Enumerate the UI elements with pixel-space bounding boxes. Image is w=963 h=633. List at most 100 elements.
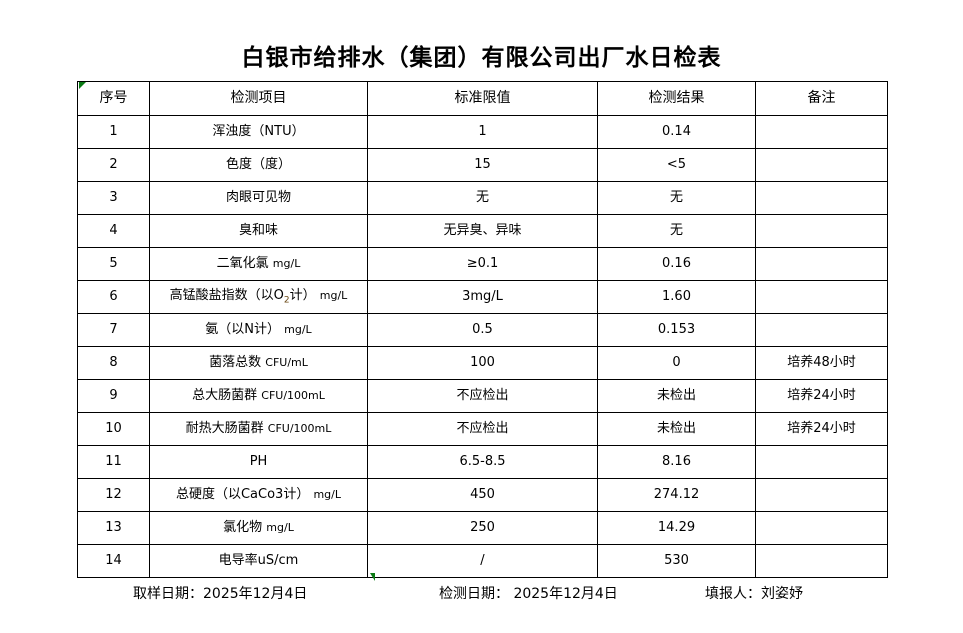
item-name: 耐热大肠菌群 (185, 420, 264, 436)
page-title: 白银市给排水（集团）有限公司出厂水日检表 (241, 44, 722, 71)
item-name: 浑浊度（NTU） (212, 123, 305, 139)
item-unit: mg/L (284, 322, 312, 336)
cell-result: 530 (597, 544, 756, 578)
cell-result: <5 (597, 148, 756, 182)
cell-result: 0.153 (597, 313, 756, 347)
cell-note: 培养24小时 (755, 379, 888, 413)
cell-standard-limit: 无异臭、异味 (367, 214, 598, 248)
cell-item: 总硬度（以CaCo3计） mg/L (149, 478, 368, 512)
cell-note (755, 214, 888, 248)
item-unit: CFU/100mL (267, 421, 332, 435)
table-row: 2 色度（度） 15 <5 (77, 148, 888, 182)
cell-result: 274.12 (597, 478, 756, 512)
table-row: 13 氯化物 mg/L 250 14.29 (77, 511, 888, 545)
cell-item: 氯化物 mg/L (149, 511, 368, 545)
item-name: 氯化物 (223, 519, 263, 535)
item-unit: mg/L (319, 288, 348, 302)
water-quality-table: 序号 检测项目 标准限值 检测结果 备注 1 浑浊度（NTU） 1 0.14 2 色度（度… (77, 81, 888, 578)
cell-standard-limit: 6.5-8.5 (367, 445, 598, 479)
cell-result: 无 (597, 214, 756, 248)
cell-note: 培养24小时 (755, 412, 888, 446)
cell-standard-limit: 无 (367, 181, 598, 215)
cell-note (755, 280, 888, 314)
report-table-container: 序号 检测项目 标准限值 检测结果 备注 1 浑浊度（NTU） 1 0.14 2 色度（度… (77, 81, 888, 578)
table-row: 4 臭和味 无异臭、异味无 (77, 214, 888, 248)
cell-standard-limit: 0.5 (367, 313, 598, 347)
cell-standard-limit: 不应检出 (367, 412, 598, 446)
item-name: 氨（以N计） (205, 321, 281, 337)
item-unit: mg/L (272, 256, 301, 270)
cell-note (755, 511, 888, 545)
cell-no: 10 (77, 412, 150, 446)
cell-result: 无 (597, 181, 756, 215)
cell-result: 0 (597, 346, 756, 380)
sample-date-label: 取样日期：2025年12月4日 (133, 586, 308, 602)
column-header-std: 标准限值 (367, 81, 598, 116)
table-row: 1 浑浊度（NTU） 1 0.14 (77, 115, 888, 149)
item-unit: mg/L (266, 520, 294, 534)
item-name: PH (249, 453, 268, 469)
cell-note (755, 115, 888, 149)
cell-no: 8 (77, 346, 150, 380)
cell-result: 未检出 (597, 412, 756, 446)
table-row: 8 菌落总数 CFU/mL 100 0 培养48小时 (77, 346, 888, 380)
table-row: 5 二氧化氯 mg/L ≥0.1 0.16 (77, 247, 888, 281)
comment-marker-icon-bottom (370, 573, 375, 581)
table-row: 3 肉眼可见物 无无 (77, 181, 888, 215)
table-row: 9 总大肠菌群 CFU/100mL 不应检出 未检出 培养24小时 (77, 379, 888, 413)
cell-item: 氨（以N计） mg/L (149, 313, 368, 347)
cell-no: 1 (77, 115, 150, 149)
reporter-label: 填报人：刘姿妤 (705, 586, 803, 602)
cell-no: 11 (77, 445, 150, 479)
table-header-row: 序号 检测项目 标准限值 检测结果 备注 (77, 81, 888, 116)
table-row: 10 耐热大肠菌群 CFU/100mL 不应检出 未检出 培养24小时 (77, 412, 888, 446)
column-header-note: 备注 (755, 81, 888, 116)
table-row: 7 氨（以N计） mg/L 0.5 0.153 (77, 313, 888, 347)
comment-marker-icon-top-left (79, 82, 86, 89)
cell-item: 菌落总数 CFU/mL (149, 346, 368, 380)
item-name: 肉眼可见物 (225, 189, 291, 205)
cell-note (755, 148, 888, 182)
table-row: 14 电导率uS/cm /530 (77, 544, 888, 578)
cell-result: 1.60 (597, 280, 756, 314)
cell-no: 14 (77, 544, 150, 578)
table-row: 11 PH 6.5-8.5 8.16 (77, 445, 888, 479)
cell-standard-limit: 15 (367, 148, 598, 182)
cell-result: 14.29 (597, 511, 756, 545)
cell-note (755, 544, 888, 578)
cell-result: 未检出 (597, 379, 756, 413)
cell-no: 4 (77, 214, 150, 248)
cell-standard-limit: 450 (367, 478, 598, 512)
cell-note (755, 247, 888, 281)
item-unit: CFU/100mL (261, 388, 325, 402)
column-header-res: 检测结果 (597, 81, 756, 116)
item-name: 臭和味 (238, 222, 278, 238)
cell-no: 2 (77, 148, 150, 182)
cell-item: 肉眼可见物 (149, 181, 368, 215)
cell-note (755, 313, 888, 347)
cell-result: 0.16 (597, 247, 756, 281)
column-header-no: 序号 (77, 81, 150, 116)
item-name: 菌落总数 (209, 354, 262, 370)
cell-item: 耐热大肠菌群 CFU/100mL (149, 412, 368, 446)
cell-note (755, 181, 888, 215)
test-date-label: 检测日期： 2025年12月4日 (439, 586, 618, 602)
cell-no: 7 (77, 313, 150, 347)
item-name: 总硬度（以CaCo3计） (175, 486, 310, 502)
table-row: 6 高锰酸盐指数（以O2计） mg/L 3mg/L 1.60 (77, 280, 888, 314)
item-unit: mg/L (313, 487, 342, 501)
table-row: 12 总硬度（以CaCo3计） mg/L 450 274.12 (77, 478, 888, 512)
item-name: 电导率uS/cm (218, 552, 299, 568)
cell-result: 8.16 (597, 445, 756, 479)
cell-standard-limit: 250 (367, 511, 598, 545)
item-name: 二氧化氯 (216, 255, 269, 271)
cell-note (755, 445, 888, 479)
cell-note (755, 478, 888, 512)
item-name: 高锰酸盐指数（以O2计） (169, 287, 316, 306)
cell-no: 3 (77, 181, 150, 215)
item-unit: CFU/mL (265, 355, 308, 369)
footer: 取样日期：2025年12月4日 检测日期： 2025年12月4日 填报人：刘姿妤 (77, 583, 907, 609)
item-name: 色度（度） (225, 156, 291, 172)
cell-item: 电导率uS/cm (149, 544, 368, 578)
